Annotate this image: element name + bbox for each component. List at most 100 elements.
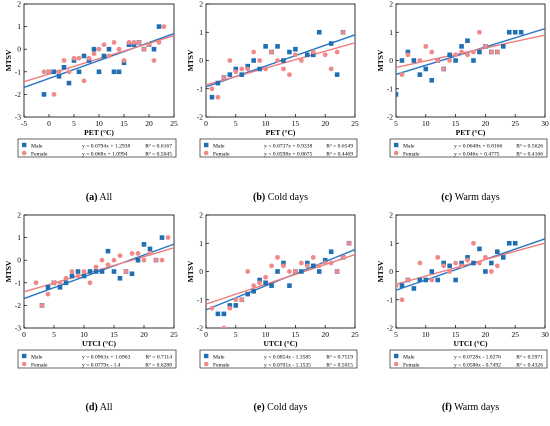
female-regression-line [206,42,355,86]
legend-female-marker [21,150,27,156]
male-data-point [281,58,286,63]
x-tick-label: 20 [321,330,329,339]
male-data-point [459,44,464,49]
plot-frame [205,214,356,329]
female-data-point [257,58,263,63]
y-axis-label: MTSV [4,260,13,282]
x-tick-label: 25 [170,330,178,339]
male-data-point [411,58,417,63]
legend-series-name: Female [403,151,420,157]
female-data-point [69,269,75,274]
x-tick-label: 20 [482,330,490,339]
legend-r2: R² = 0.5015 [326,362,353,368]
female-data-point [227,305,233,311]
legend-male-marker [204,353,209,359]
x-tick-label: 0 [204,119,208,128]
x-tick-label: 15 [292,119,300,128]
female-data-point [275,58,280,63]
y-tick-label: 1 [17,233,21,242]
y-tick-label: -3 [15,324,21,333]
female-data-point [76,55,82,61]
male-data-point [281,260,286,266]
male-data-point [423,66,429,72]
male-data-point [500,44,506,49]
y-axis-label: MTSV [186,49,195,71]
panel-caption: (e) Cold days [254,402,308,413]
male-data-point [209,94,215,100]
male-data-point [263,280,268,286]
male-data-point [495,249,500,255]
legend-r2: R² = 0.4469 [326,151,353,157]
y-tick-label: 1 [199,239,203,248]
y-tick-label: -2 [15,301,21,310]
legend-equation: y = 0.0779x - 1.4 [82,362,121,368]
chart-panel-b: 0 5 10 15 20 25 -2 -1 0 1 2 PET (°C) MTSV Male y = 0.0… [186,0,359,203]
male-data-point [81,53,87,59]
male-data-point [316,269,322,274]
female-data-point [151,58,157,63]
legend-female-marker [203,361,209,367]
female-data-point [298,58,304,63]
male-data-point [56,74,62,79]
female-data-point [51,92,57,97]
x-axis-label: PET (°C) [456,128,486,137]
female-data-point [61,58,67,63]
y-tick-label: 1 [199,28,203,37]
female-data-point [494,49,500,55]
panel-caption: (d) All [86,402,113,413]
legend-female-marker [393,150,399,156]
male-data-point [328,41,334,46]
male-data-point [417,72,423,77]
female-data-point [465,257,470,263]
y-axis-label: MTSV [376,49,385,71]
female-data-point [287,269,292,274]
female-data-point [33,280,39,286]
female-data-point [101,42,107,48]
x-tick-label: 15 [452,330,460,339]
male-data-point [215,80,221,86]
legend-box: Male y = 0.0963x + 1.6963 R² = 0.7114 Femal… [17,349,177,369]
male-data-point [506,240,512,246]
x-tick-label: 10 [422,119,430,128]
y-tick-label: -1 [197,295,203,304]
legend-female-marker [393,361,399,367]
female-data-point [281,263,286,269]
male-data-point [45,285,51,290]
male-data-point [147,246,153,252]
legend-series-name: Male [213,354,225,360]
x-tick-label: 15 [292,330,300,339]
female-data-point [417,58,423,63]
y-tick-label: 2 [17,211,21,220]
panel-caption: (b) Cold days [253,192,308,203]
male-data-point [411,286,417,291]
female-data-point [131,40,137,45]
x-tick-label: 0 [204,330,208,339]
male-data-point [41,92,47,97]
y-tick-label: -2 [387,324,393,333]
male-data-point [310,52,316,58]
female-data-point [87,280,93,286]
legend-equation: y = 0.046x + 0.4775 [454,151,500,157]
female-data-point [51,280,57,286]
male-data-point [101,53,107,59]
y-tick-label: 1 [389,28,393,37]
male-data-point [293,46,298,52]
x-tick-label: 15 [452,119,460,128]
male-data-point [287,49,292,55]
female-data-point [334,269,340,274]
female-data-point [399,297,405,303]
male-data-point [465,255,470,260]
female-data-point [153,257,159,263]
female-data-point [488,269,494,274]
legend-equation: y = 0.0598x + 0.8675 [264,151,312,157]
x-axis-label: PET (°C) [84,128,114,137]
legend-male-marker [22,353,27,359]
female-data-point [63,275,69,281]
female-regression-line [396,242,545,286]
panel-caption-letter: (d) [86,402,98,413]
legend-r2: R² = 0.5045 [145,151,172,157]
female-data-point [310,49,316,55]
female-data-point [239,297,245,303]
y-tick-label: -2 [387,113,393,122]
male-data-point [76,69,82,75]
